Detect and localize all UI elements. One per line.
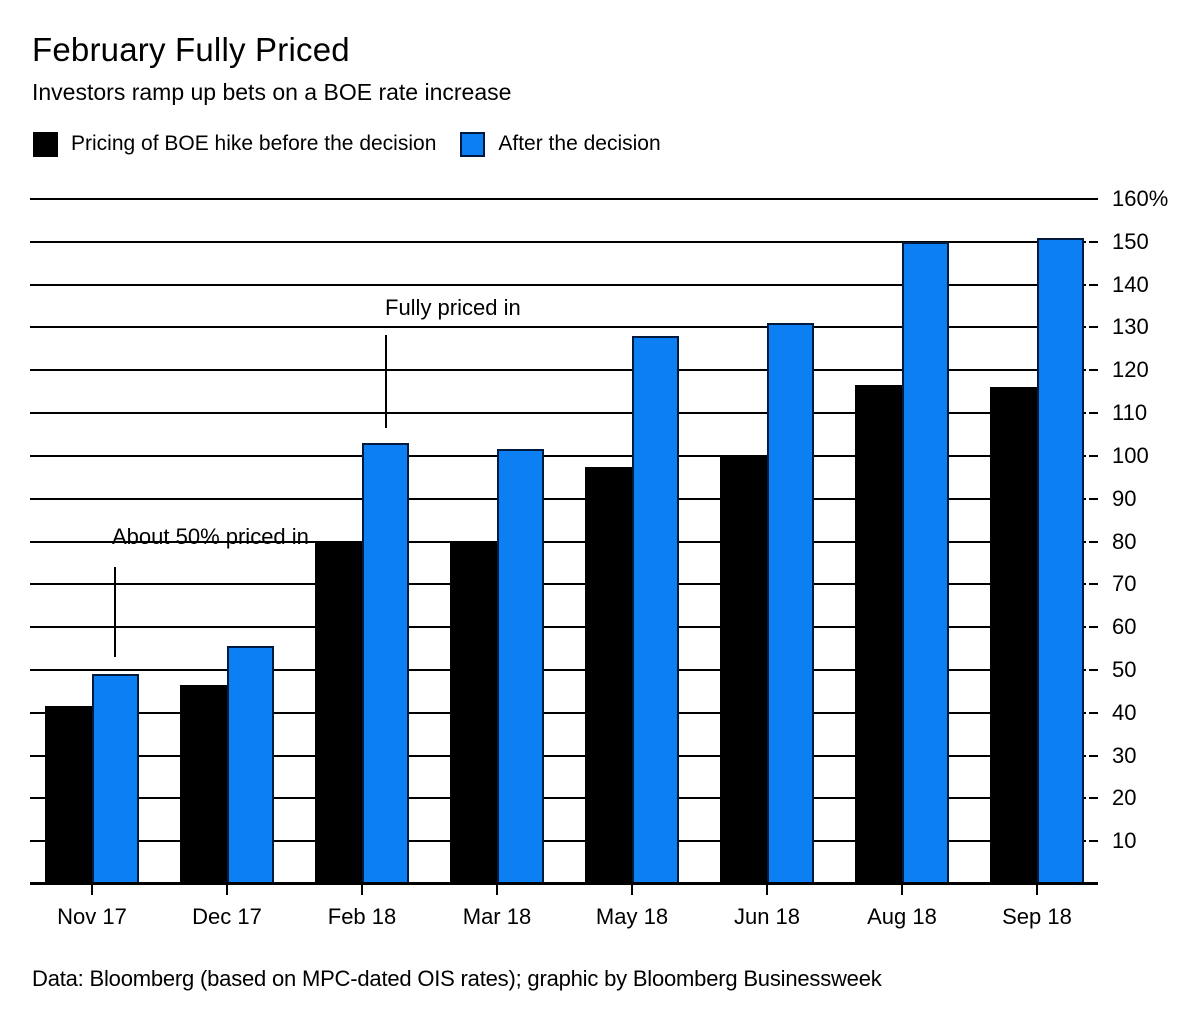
bar-before-sep-18 [990,387,1037,884]
gridline-70 [30,583,1086,586]
y-axis-tick-140 [1089,283,1098,286]
x-axis-tick-nov-17 [91,884,93,895]
gridline-60 [30,626,1086,629]
chart-subtitle: Investors ramp up bets on a BOE rate inc… [32,79,512,105]
gridline-80 [30,540,1086,543]
legend-swatch-before-icon [33,131,58,157]
y-axis-label-140: 140 [1112,271,1149,297]
gridline-40 [30,711,1086,714]
gridline-30 [30,754,1086,757]
bar-before-mar-18 [450,541,497,884]
y-axis-label-20: 20 [1112,785,1137,811]
bar-after-sep-18 [1037,237,1084,884]
y-axis-tick-40 [1089,711,1098,714]
x-axis-baseline [30,882,1098,885]
bar-before-jun-18 [720,455,767,884]
y-axis-label-90: 90 [1112,485,1137,511]
x-axis-label-nov-17: Nov 17 [57,904,127,929]
x-axis-tick-sep-18 [1036,884,1038,895]
bar-after-feb-18 [362,443,409,884]
x-axis-label-may-18: May 18 [595,904,669,929]
y-axis-label-80: 80 [1112,528,1137,554]
bar-after-jun-18 [767,323,814,884]
source-note: Data: Bloomberg (based on MPC-dated OIS … [32,966,882,991]
y-axis-label-60: 60 [1112,614,1137,640]
gridline-150 [30,240,1086,243]
y-axis-tick-80 [1089,540,1098,543]
gridline-160 [30,198,1098,200]
legend-label-before: Pricing of BOE hike before the decision [71,132,437,155]
y-axis-tick-10 [1089,840,1098,843]
y-axis-label-150: 150 [1112,228,1149,254]
gridline-100 [30,454,1086,457]
y-axis-tick-20 [1089,797,1098,800]
y-axis-label-40: 40 [1112,699,1137,725]
bar-before-nov-17 [45,706,92,884]
y-axis-label-160: 160% [1112,186,1169,211]
bar-after-nov-17 [92,674,139,884]
annotation-about-50-priced-in: About 50% priced in [112,524,309,549]
x-axis-tick-mar-18 [496,884,498,895]
x-axis-label-aug-18: Aug 18 [867,904,937,929]
y-axis-tick-150 [1089,240,1098,243]
bar-before-aug-18 [855,385,902,884]
annotation-line-fully-priced-in [385,335,387,428]
y-axis-label-10: 10 [1112,828,1137,854]
y-axis-tick-60 [1089,626,1098,629]
page-title: February Fully Priced [32,31,350,68]
gridline-90 [30,497,1086,500]
y-axis-label-50: 50 [1112,656,1137,682]
y-axis-label-120: 120 [1112,357,1149,383]
legend-label-after: After the decision [498,132,661,155]
x-axis-label-jun-18: Jun 18 [733,904,801,929]
y-axis-label-70: 70 [1112,571,1137,597]
y-axis-tick-50 [1089,668,1098,671]
annotation-fully-priced-in: Fully priced in [385,295,521,320]
y-axis-tick-100 [1089,454,1098,457]
y-axis-label-110: 110 [1112,400,1148,426]
y-axis-label-130: 130 [1112,314,1149,340]
gridline-140 [30,283,1086,286]
x-axis-label-sep-18: Sep 18 [1002,904,1072,929]
bar-after-aug-18 [902,241,949,884]
x-axis-tick-dec-17 [226,884,228,895]
y-axis-label-30: 30 [1112,742,1137,768]
annotation-line-about-50-priced-in [114,567,116,657]
y-axis-tick-110 [1089,412,1098,415]
bar-before-dec-17 [180,684,227,884]
x-axis-tick-aug-18 [901,884,903,895]
x-axis-tick-jun-18 [766,884,768,895]
legend-swatch-after-icon [460,131,486,157]
bar-before-feb-18 [315,541,362,884]
y-axis-tick-70 [1089,583,1098,586]
x-axis-label-mar-18: Mar 18 [462,904,532,929]
x-axis-tick-feb-18 [361,884,363,895]
legend: Pricing of BOE hike before the decision … [33,131,661,157]
y-axis-tick-130 [1089,326,1098,329]
y-axis-tick-90 [1089,497,1098,500]
x-axis-label-feb-18: Feb 18 [327,904,397,929]
bar-after-dec-17 [227,646,274,884]
gridline-110 [30,412,1086,415]
gridline-120 [30,369,1086,372]
bar-after-may-18 [632,336,679,884]
gridline-50 [30,668,1086,671]
y-axis-tick-30 [1089,754,1098,757]
y-axis-label-100: 100 [1112,442,1149,468]
gridline-130 [30,326,1086,329]
gridline-10 [30,840,1086,843]
bar-after-mar-18 [497,449,544,884]
y-axis-tick-120 [1089,369,1098,372]
x-axis-tick-may-18 [631,884,633,895]
gridline-20 [30,797,1086,800]
bar-before-may-18 [585,466,632,884]
x-axis-label-dec-17: Dec 17 [192,904,262,929]
